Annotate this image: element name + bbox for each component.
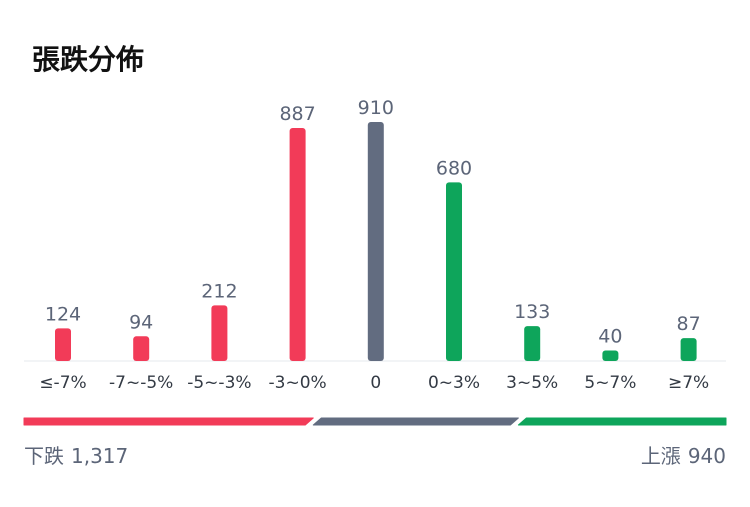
bar-2 <box>211 305 228 361</box>
up-count: 940 <box>687 444 726 468</box>
value-label-4: 910 <box>358 97 394 119</box>
bar-7 <box>602 350 619 361</box>
value-label-6: 133 <box>514 301 550 323</box>
proportion-up <box>517 417 727 426</box>
bar-6 <box>524 326 541 361</box>
down-label: 下跌 <box>24 444 64 468</box>
bar-0 <box>55 328 71 361</box>
chart-title: 張跌分佈 <box>32 43 145 76</box>
category-label-1: -7~-5% <box>109 373 173 393</box>
down-summary: 下跌 1,317 <box>24 440 128 469</box>
value-label-1: 94 <box>129 311 153 333</box>
up-label: 上漲 <box>640 444 681 468</box>
bar-3 <box>289 128 306 361</box>
value-label-7: 40 <box>598 325 622 347</box>
bar-1 <box>133 336 150 361</box>
category-label-7: 5~7% <box>584 373 636 393</box>
value-label-5: 680 <box>436 157 472 179</box>
category-label-3: -3~0% <box>269 373 327 393</box>
bar-8 <box>680 338 697 361</box>
value-label-8: 87 <box>677 313 701 335</box>
up-summary: 上漲 940 <box>641 440 726 469</box>
category-label-2: -5~-3% <box>187 373 251 393</box>
bar-4 <box>367 122 384 361</box>
down-count: 1,317 <box>71 444 129 468</box>
value-label-3: 887 <box>279 103 315 125</box>
category-label-5: 0~3% <box>428 373 480 393</box>
category-label-0: ≤-7% <box>39 373 86 393</box>
value-label-0: 124 <box>45 303 81 325</box>
proportion-flat <box>312 417 519 426</box>
category-label-6: 3~5% <box>506 373 558 393</box>
value-label-2: 212 <box>201 280 237 302</box>
category-label-4: 0 <box>370 373 381 393</box>
category-label-8: ≥7% <box>668 373 709 393</box>
proportion-down <box>23 417 314 426</box>
bar-5 <box>446 182 462 361</box>
